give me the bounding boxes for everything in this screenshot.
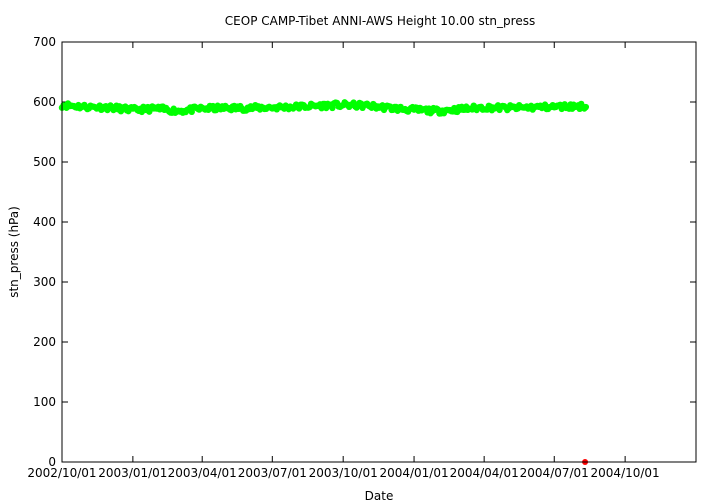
x-axis-label: Date	[365, 489, 394, 503]
data-point	[582, 103, 590, 111]
x-tick-label: 2003/04/01	[168, 466, 237, 480]
y-tick-label: 500	[33, 155, 56, 169]
data-point	[188, 108, 195, 116]
x-tick-label: 2003/07/01	[238, 466, 307, 480]
x-tick-label: 2004/01/01	[379, 466, 448, 480]
y-tick-label: 200	[33, 335, 56, 349]
x-tick-label: 2002/10/01	[27, 466, 96, 480]
data-marks	[58, 99, 590, 465]
plot-frame	[61, 41, 697, 463]
y-axis-label: stn_press (hPa)	[7, 206, 21, 298]
x-tick-label: 2003/01/01	[98, 466, 167, 480]
y-tick-label: 0	[48, 455, 56, 469]
y-tick-label: 600	[33, 95, 56, 109]
y-tick-label: 700	[33, 35, 56, 49]
x-tick-label: 2004/10/01	[591, 466, 660, 480]
x-tick-label: 2004/04/01	[450, 466, 519, 480]
x-tick-label: 2004/07/01	[520, 466, 589, 480]
x-tick-label: 2003/10/01	[309, 466, 378, 480]
y-tick-label: 400	[33, 215, 56, 229]
axes: 0 100 200 300 400 500 600 700 2002/10/01 2003/01/…	[27, 35, 696, 480]
y-tick-label: 300	[33, 275, 56, 289]
chart-title: CEOP CAMP-Tibet ANNI-AWS Height 10.00 st…	[225, 14, 535, 28]
y-tick-label: 100	[33, 395, 56, 409]
